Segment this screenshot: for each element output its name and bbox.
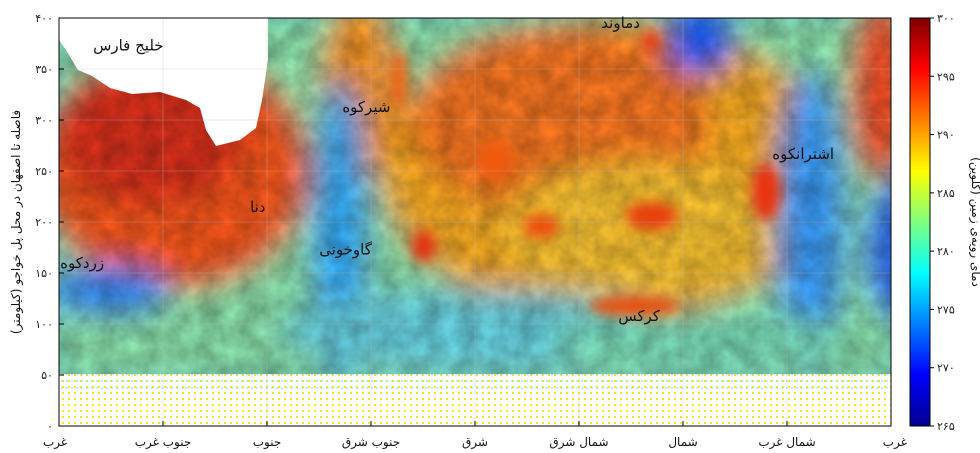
place-label: گاوخونی xyxy=(319,241,373,259)
y-tick-label: ۱۰۰ xyxy=(35,318,53,331)
x-tick-label: شمال غرب xyxy=(758,435,815,450)
place-label: شیرکوه xyxy=(342,98,390,116)
y-tick-label: ۳۵۰ xyxy=(35,63,53,76)
colorbar-axis: ۲۶۵ ۲۷۰ ۲۷۵ ۲۸۰ ۲۸۵ ۲۹۰ ۲۹۵ ۳۰۰ xyxy=(930,12,955,433)
y-tick-label: ۴۰۰ xyxy=(35,12,53,25)
colorbar-tick-label: ۲۶۵ xyxy=(937,420,955,433)
grid xyxy=(59,18,891,426)
place-label: خلیج فارس xyxy=(93,37,164,55)
y-tick-label: ۳۰۰ xyxy=(35,114,53,127)
y-tick-label: ۲۰۰ xyxy=(35,216,53,229)
heatmap-field xyxy=(59,18,891,426)
colorbar-tick-label: ۲۹۵ xyxy=(937,70,955,83)
y-tick-label: ۰ xyxy=(47,420,53,433)
place-labels: خلیج فارس دماوند شیرکوه اشترانکوه دنا گاوخونی… xyxy=(60,14,834,325)
colorbar-tick-label: ۲۷۰ xyxy=(937,362,955,375)
y-axis: ۰ ۵۰ ۱۰۰ ۱۵۰ ۲۰۰ ۲۵۰ ۳۰۰ ۳۵۰ ۴۰۰ xyxy=(35,12,64,433)
place-label: دماوند xyxy=(601,14,640,32)
x-tick-label: جنوب xyxy=(253,435,282,450)
colorbar-label: دمای رویه‌ی زمین (کلوین) xyxy=(968,157,980,287)
place-label: کرکس xyxy=(618,307,661,325)
x-tick-label: شرق xyxy=(462,435,488,450)
colorbar-tick-label: ۲۹۰ xyxy=(937,129,955,142)
place-label: زردکوه xyxy=(60,254,104,272)
x-tick-label: غرب xyxy=(43,435,67,450)
x-axis: غرب جنوب غرب جنوب جنوب شرق شرق شمال شرق شمال شم… xyxy=(43,421,907,450)
x-tick-label: شمال xyxy=(668,435,697,449)
x-tick-label: شمال شرق xyxy=(549,435,608,450)
colorbar-tick-label: ۲۸۵ xyxy=(937,187,955,200)
x-tick-label: غرب xyxy=(883,435,907,450)
x-tick-label: جنوب شرق xyxy=(342,435,400,450)
colorbar-tick-label: ۳۰۰ xyxy=(937,12,955,25)
colorbar-tick-label: ۲۸۰ xyxy=(937,245,955,258)
y-tick-label: ۵۰ xyxy=(41,369,53,382)
y-tick-label: ۲۵۰ xyxy=(35,165,53,178)
y-axis-label: فاصله تا اصفهان در محل پل خواجو (کیلومتر… xyxy=(9,110,24,334)
place-label: اشترانکوه xyxy=(772,145,834,163)
place-label: دنا xyxy=(250,198,265,216)
colorbar-tick-label: ۲۷۵ xyxy=(937,303,955,316)
x-tick-label: جنوب غرب xyxy=(135,435,192,450)
colorbar xyxy=(909,17,931,427)
y-tick-label: ۱۵۰ xyxy=(35,267,53,280)
